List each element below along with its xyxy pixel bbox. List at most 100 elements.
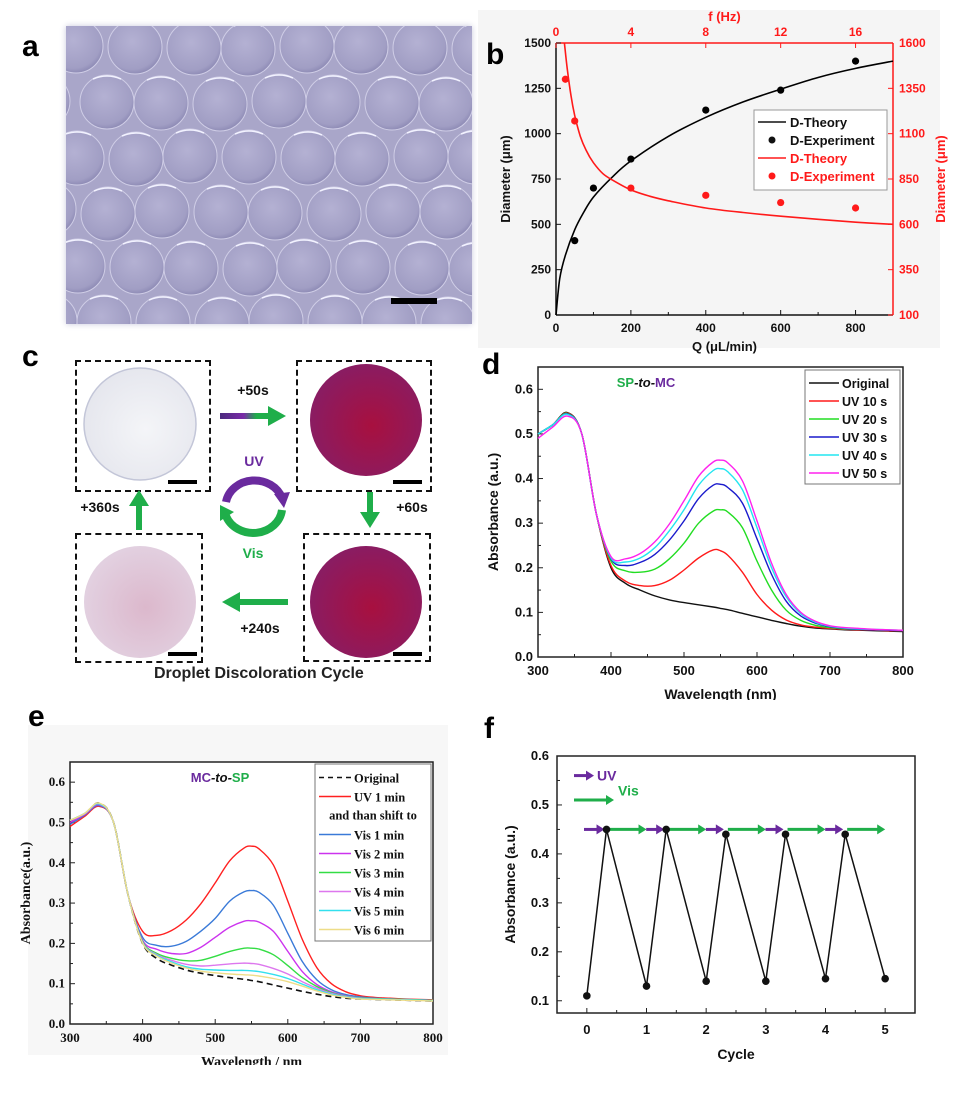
legend-box — [804, 369, 901, 485]
droplet — [135, 295, 191, 324]
cycle-arrowhead-uv — [274, 492, 290, 508]
y-tick-label: 0.4 — [515, 471, 534, 486]
y-tick-label: 0.4 — [49, 855, 66, 870]
x-tick-label: 400 — [600, 663, 622, 678]
droplet-highlight — [318, 75, 348, 80]
vis-step-arrow-head — [817, 824, 826, 835]
x-tick-label: 700 — [819, 663, 841, 678]
step-label-60s: +60s — [396, 499, 428, 515]
y-tick-label: 0.2 — [531, 944, 549, 959]
arrowhead-right — [268, 406, 286, 426]
droplet-highlight — [148, 296, 178, 301]
x-tick-label: 0 — [583, 1022, 590, 1037]
droplet-highlight — [348, 240, 378, 245]
scale-bar — [393, 480, 422, 484]
droplet — [162, 128, 218, 184]
y-tick-label: 1250 — [524, 81, 551, 95]
vis-step-arrow-head — [698, 824, 707, 835]
y-tick-label: 0.3 — [515, 515, 533, 530]
y-tick-label: 0.2 — [515, 560, 533, 575]
x2-tick-label: 16 — [849, 25, 863, 39]
legend-box — [314, 763, 432, 942]
arrowhead-down — [360, 512, 380, 528]
series-line-uv-50-s — [537, 415, 904, 631]
droplet — [166, 26, 222, 76]
y-tick-label: 0.1 — [49, 976, 65, 991]
droplet-highlight — [235, 242, 265, 247]
y-axis-title: Diameter (μm) — [498, 135, 513, 222]
droplet — [108, 131, 164, 187]
droplet-highlight — [93, 187, 123, 192]
scale-bar — [391, 298, 437, 304]
droplet — [66, 298, 78, 324]
y-tick-label: 0.3 — [49, 895, 66, 910]
y2-tick-label: 1600 — [899, 36, 926, 50]
x-tick-label: 500 — [673, 663, 695, 678]
legend-label: Vis 4 min — [354, 886, 404, 900]
legend-swatch-dot — [768, 136, 776, 144]
panel-label-b: b — [486, 38, 505, 71]
droplet-highlight — [205, 77, 235, 82]
x-tick-label: 600 — [771, 321, 791, 335]
x-axis-title: Q (μL/min) — [692, 339, 757, 354]
legend-label: D-Experiment — [790, 133, 875, 148]
data-point-red — [851, 204, 860, 212]
chart-title-part: MC — [655, 375, 676, 390]
legend-label: UV 50 s — [842, 467, 887, 481]
droplet — [393, 128, 449, 184]
y-tick-label: 250 — [531, 263, 551, 277]
cycle-arrowhead-vis — [220, 505, 234, 521]
x-tick-label: 400 — [133, 1030, 153, 1045]
droplet — [109, 239, 165, 295]
droplet-highlight — [122, 240, 152, 245]
droplet-highlight — [66, 131, 92, 136]
droplet-clear — [83, 367, 197, 481]
y-tick-label: 0.6 — [515, 381, 533, 396]
y2-axis-title: Diameter (μm) — [933, 135, 948, 222]
droplet — [392, 26, 448, 76]
scale-bar — [168, 652, 197, 656]
y-tick-label: 0.5 — [531, 797, 549, 812]
x-tick-label: 600 — [746, 663, 768, 678]
panel-label-f: f — [484, 712, 494, 745]
chart-title-part: SP — [617, 375, 635, 390]
vis-step-arrow-head — [638, 824, 647, 835]
x-tick-label: 0 — [553, 321, 560, 335]
x-tick-label: 3 — [762, 1022, 769, 1037]
x-tick-label: 2 — [703, 1022, 710, 1037]
droplet — [276, 238, 332, 294]
droplet — [107, 26, 163, 75]
y-tick-label: 0.1 — [531, 993, 549, 1008]
step-label-360s: +360s — [80, 499, 120, 515]
data-point-red — [777, 198, 785, 207]
arrow-up — [136, 502, 142, 530]
legend-label: Vis 1 min — [354, 829, 404, 843]
y-tick-label: 0.5 — [49, 814, 66, 829]
x2-tick-label: 8 — [702, 25, 709, 39]
y2-tick-label: 1350 — [899, 81, 926, 95]
legend-label: UV 1 min — [354, 791, 405, 805]
droplet-array-image — [66, 26, 472, 324]
droplet — [66, 238, 106, 294]
chart-f-cycling: 0 1 2 3 4 5 0.1 0.2 0.3 0.4 0.5 0.6 Cycle Absorbance … — [502, 748, 916, 1062]
droplet-highlight — [320, 295, 350, 300]
droplet-highlight — [347, 132, 377, 137]
droplet — [364, 75, 420, 131]
x-tick-label: 700 — [351, 1030, 371, 1045]
droplet — [220, 26, 276, 77]
series-line-vis-6-min — [69, 802, 434, 1002]
data-point — [841, 830, 849, 839]
chart-title-part: SP — [232, 770, 250, 785]
droplet — [447, 129, 472, 185]
x-tick-label: 300 — [60, 1030, 80, 1045]
data-point — [781, 830, 790, 839]
y2-tick-label: 1100 — [899, 127, 925, 141]
y2-tick-label: 350 — [899, 263, 919, 277]
droplet — [365, 183, 421, 239]
data-point-red — [702, 191, 710, 199]
droplet-highlight — [260, 186, 290, 191]
data-point — [583, 992, 591, 1000]
legend-label: UV 20 s — [842, 413, 887, 427]
data-point — [821, 974, 830, 983]
